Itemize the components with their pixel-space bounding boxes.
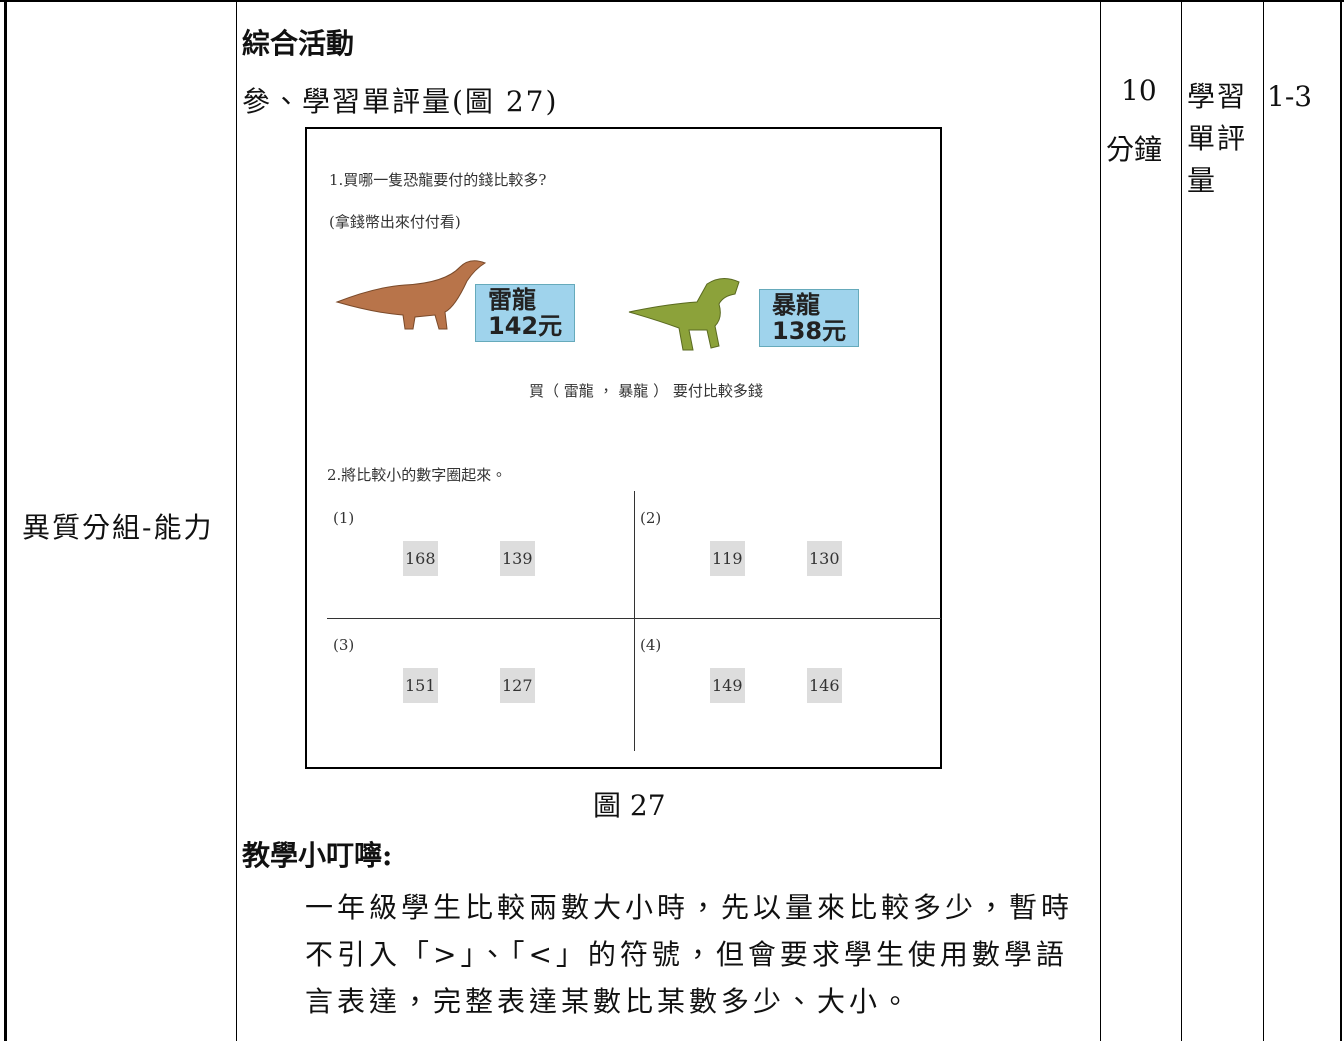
- number-box: 149: [710, 668, 745, 703]
- brontosaurus-image: [335, 260, 487, 330]
- table-border: [0, 0, 1344, 2]
- number-box: 130: [807, 541, 842, 576]
- dino-name: 暴龍: [772, 291, 820, 319]
- column-line: [1263, 0, 1264, 1041]
- column-line: [1181, 0, 1182, 1041]
- assessment: 學習單評量: [1187, 80, 1248, 197]
- question: 2.將比較小的數字圈起來。: [327, 466, 507, 484]
- question: 1.買哪一隻恐龍要付的錢比較多?: [329, 171, 547, 189]
- number-box: 168: [403, 541, 438, 576]
- time-unit: 分鐘: [1106, 133, 1163, 166]
- number-box: 119: [710, 541, 745, 576]
- tip-text: 言表達，完整表達某數比某數多少、大小。: [305, 985, 914, 1018]
- answer-line: 買（ 雷龍 ， 暴龍 ） 要付比較多錢: [529, 382, 763, 400]
- dino-name: 雷龍: [488, 286, 536, 314]
- t-rex-image: [628, 278, 740, 351]
- hint: (拿錢幣出來付付看): [329, 213, 461, 231]
- figure-caption: 圖 27: [593, 789, 666, 822]
- cell-label: (3): [333, 636, 355, 654]
- number-box: 146: [807, 668, 842, 703]
- activity-title: 綜合活動: [242, 27, 355, 60]
- group-label: 異質分組-能力: [22, 511, 214, 544]
- dino-price: 138元: [772, 317, 847, 345]
- column-line: [236, 0, 237, 1041]
- cell-label: (1): [333, 509, 355, 527]
- section-title: 參、學習單評量(圖 27): [242, 85, 559, 118]
- number-box: 151: [403, 668, 438, 703]
- cell-label: (2): [640, 509, 662, 527]
- column-line: [1100, 0, 1101, 1041]
- tip-text: 一年級學生比較兩數大小時，先以量來比較多少，暫時: [305, 891, 1074, 924]
- price-tag: 暴龍 138元: [759, 289, 860, 347]
- time-number: 10: [1121, 74, 1157, 107]
- dino-shape: [628, 278, 740, 351]
- number-box: 139: [500, 541, 535, 576]
- number-box: 127: [500, 668, 535, 703]
- grid-line: [327, 618, 941, 619]
- index: 1-3: [1267, 80, 1313, 113]
- tip-title: 教學小叮嚀:: [242, 839, 393, 872]
- price-tag: 雷龍 142元: [475, 284, 576, 342]
- table-border: [4, 0, 7, 1041]
- table-border: [1340, 0, 1342, 1041]
- cell-label: (4): [640, 636, 662, 654]
- worksheet-figure: 1.買哪一隻恐龍要付的錢比較多? (拿錢幣出來付付看) 雷龍 142元 暴龍 138…: [305, 127, 942, 769]
- grid-line: [634, 491, 635, 751]
- dino-shape: [335, 260, 487, 330]
- dino-price: 142元: [488, 312, 563, 340]
- tip-text: 不引入「>」、「<」的符號，但會要求學生使用數學語: [305, 938, 1068, 971]
